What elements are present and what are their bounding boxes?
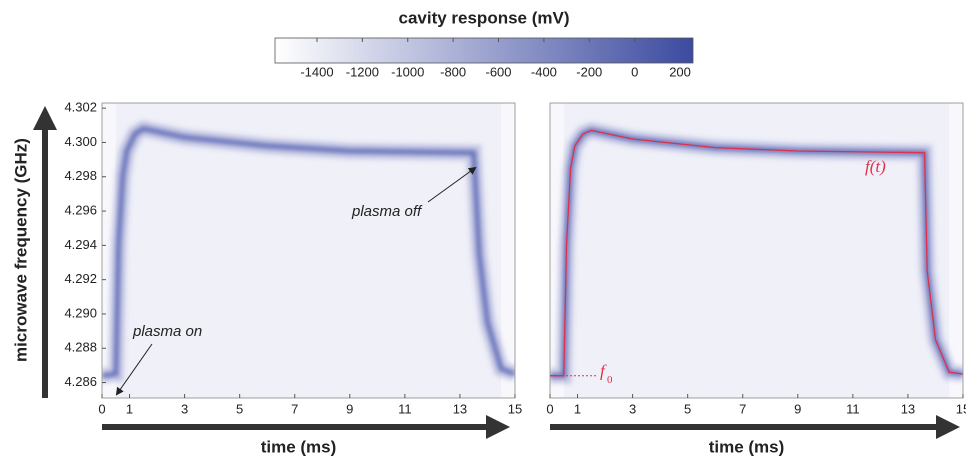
x-tick-label: 3: [181, 401, 188, 416]
x-tick-label: 15: [956, 401, 966, 416]
y-tick-label: 4.296: [64, 202, 97, 217]
x-tick-label: 1: [126, 401, 133, 416]
x-tick-label: 13: [453, 401, 467, 416]
frame: [549, 102, 964, 399]
plot: [101, 102, 516, 399]
annotation: plasma off: [351, 203, 423, 220]
colorbar-tick-label: -200: [576, 64, 602, 79]
annotation-arrow: [115, 343, 153, 396]
x-tick-label: 1: [574, 401, 581, 416]
annotation: plasma on: [132, 323, 202, 340]
x-tick-label: 11: [398, 401, 412, 416]
x-tick-label: 5: [684, 401, 691, 416]
y-tick-label: 4.292: [64, 271, 97, 286]
y-tick-label: 4.298: [64, 168, 97, 183]
x-tick-label: 0: [546, 401, 553, 416]
x-tick-label: 3: [629, 401, 636, 416]
colorbar-tick-label: -800: [440, 64, 466, 79]
x-tick-label: 9: [346, 401, 353, 416]
y-axis-label: microwave frequency (GHz): [11, 138, 30, 362]
y-tick-label: 4.300: [64, 134, 97, 149]
annotation-subscript: 0: [607, 374, 613, 386]
x-axis-label: time (ms): [709, 437, 785, 456]
x-tick-label: 9: [794, 401, 801, 416]
x-tick-label: 11: [846, 401, 860, 416]
frame: [101, 102, 516, 399]
resonance: [102, 126, 515, 379]
colorbar-title: cavity response (mV): [398, 8, 569, 27]
x-tick-label: 0: [98, 401, 105, 416]
colorbar-tick-label: -1000: [391, 64, 424, 79]
y-tick-label: 4.290: [64, 305, 97, 320]
annotation-arrow: [427, 166, 477, 203]
plot: [549, 102, 964, 399]
colorbar-tick-label: -1200: [346, 64, 379, 79]
colorbar-tick-label: -1400: [300, 64, 333, 79]
y-tick-label: 4.288: [64, 340, 97, 355]
off-region: [949, 103, 963, 398]
x-tick-label: 5: [236, 401, 243, 416]
off-region: [501, 103, 515, 398]
colorbar: [274, 37, 694, 64]
y-tick-label: 4.294: [64, 237, 97, 252]
y-tick-label: 4.302: [64, 100, 97, 115]
colorbar-tick-label: -400: [531, 64, 557, 79]
fit-line: [550, 129, 963, 377]
annotation: f: [600, 362, 607, 381]
x-tick-label: 13: [901, 401, 915, 416]
x-axis-label: time (ms): [261, 437, 337, 456]
x-tick-label: 15: [508, 401, 522, 416]
colorbar-tick-label: 200: [669, 64, 691, 79]
colorbar-tick-label: 0: [631, 64, 638, 79]
colorbar-tick-label: -600: [486, 64, 512, 79]
x-tick-label: 7: [739, 401, 746, 416]
annotation: f(t): [865, 157, 886, 176]
heatmap-layer: [550, 103, 963, 398]
y-tick-label: 4.286: [64, 374, 97, 389]
x-tick-label: 7: [291, 401, 298, 416]
